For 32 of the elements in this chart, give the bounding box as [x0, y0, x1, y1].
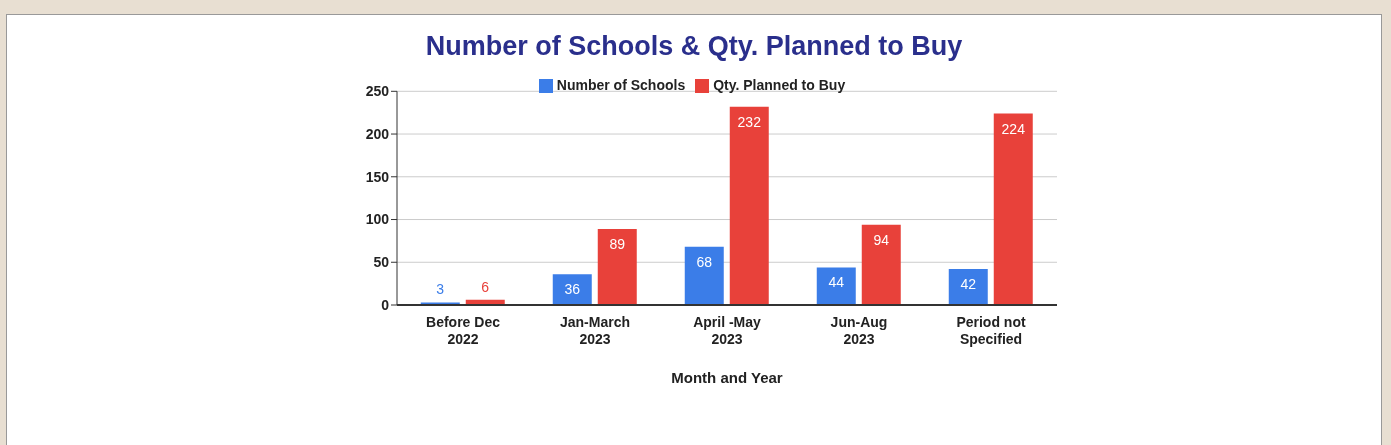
legend-label: Number of Schools — [556, 77, 686, 93]
data-label: 68 — [696, 253, 713, 270]
bar — [816, 267, 856, 305]
x-tick-label: Period not Specified — [956, 314, 1026, 347]
y-tick-label: 0 — [381, 296, 390, 313]
bar — [861, 224, 901, 305]
x-tick-label: Before Dec 2022 — [426, 314, 501, 347]
chart-title: Number of Schools & Qty. Planned to Buy — [424, 31, 964, 62]
x-tick-label: Jan-March 2023 — [559, 314, 631, 347]
y-tick-label: 150 — [365, 168, 390, 185]
bar — [684, 246, 724, 305]
data-label: 89 — [609, 235, 626, 252]
data-label: 42 — [960, 276, 977, 293]
bar — [597, 228, 637, 305]
y-tick-label: 250 — [365, 83, 390, 100]
data-label: 6 — [481, 278, 490, 295]
data-label: 36 — [564, 281, 581, 298]
x-axis-title: Month and Year — [670, 369, 784, 386]
x-tick-label: Jun-Aug 2023 — [830, 314, 888, 347]
bar — [993, 113, 1033, 305]
data-label: 3 — [436, 281, 445, 298]
bar — [729, 106, 769, 305]
data-label: 94 — [873, 231, 890, 248]
data-label: 44 — [828, 274, 845, 291]
bar — [948, 269, 988, 305]
data-label: 232 — [737, 113, 762, 130]
y-tick-label: 100 — [365, 211, 390, 228]
x-tick-label: April -May 2023 — [693, 314, 762, 347]
data-label: 224 — [1001, 120, 1026, 137]
y-tick-label: 200 — [365, 126, 390, 143]
legend-label: Qty. Planned to Buy — [713, 77, 846, 93]
y-tick-label: 50 — [373, 254, 390, 271]
